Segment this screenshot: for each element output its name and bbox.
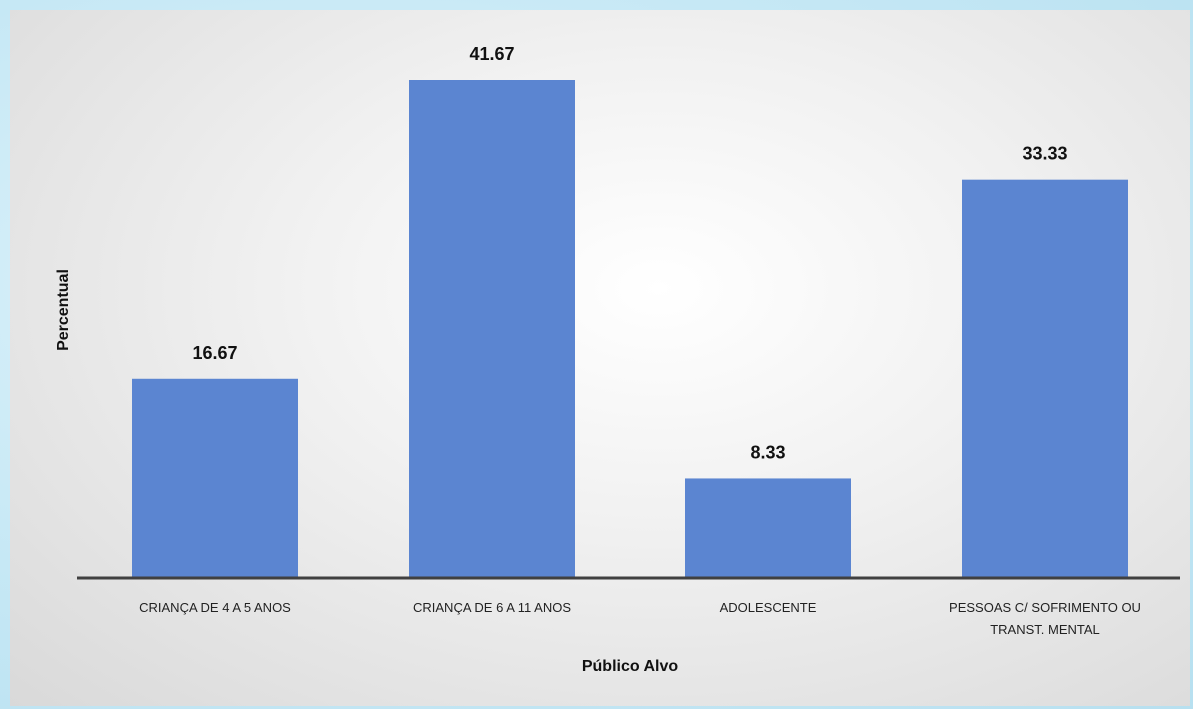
tick-labels-layer: CRIANÇA DE 4 A 5 ANOS CRIANÇA DE 6 A 11 A… — [139, 600, 1141, 637]
x-tick-label-4: PESSOAS C/ SOFRIMENTO OU TRANST. MENTAL — [949, 600, 1141, 637]
bar-1 — [132, 378, 298, 578]
x-tick-label-line: PESSOAS C/ SOFRIMENTO OU — [949, 600, 1141, 615]
x-tick-label-1: CRIANÇA DE 4 A 5 ANOS — [139, 600, 291, 615]
x-tick-label-2: CRIANÇA DE 6 A 11 ANOS — [413, 600, 571, 615]
y-axis-title: Percentual — [55, 269, 72, 351]
x-tick-label-3: ADOLESCENTE — [720, 600, 817, 615]
data-label-1: 16.67 — [192, 343, 237, 363]
x-tick-label-line: CRIANÇA DE 6 A 11 ANOS — [413, 600, 571, 615]
bar-4 — [962, 179, 1128, 579]
x-tick-label-line: ADOLESCENTE — [720, 600, 817, 615]
value-labels-layer: 16.67 41.67 8.33 33.33 — [192, 44, 1067, 462]
data-label-2: 41.67 — [469, 44, 514, 64]
data-label-3: 8.33 — [750, 442, 785, 462]
x-tick-label-line: TRANST. MENTAL — [990, 622, 1100, 637]
bar-3 — [685, 478, 851, 578]
data-label-4: 33.33 — [1022, 144, 1067, 164]
x-axis-title: Público Alvo — [582, 658, 679, 675]
bars-layer — [132, 80, 1128, 579]
bar-2 — [409, 80, 575, 578]
x-tick-label-line: CRIANÇA DE 4 A 5 ANOS — [139, 600, 291, 615]
